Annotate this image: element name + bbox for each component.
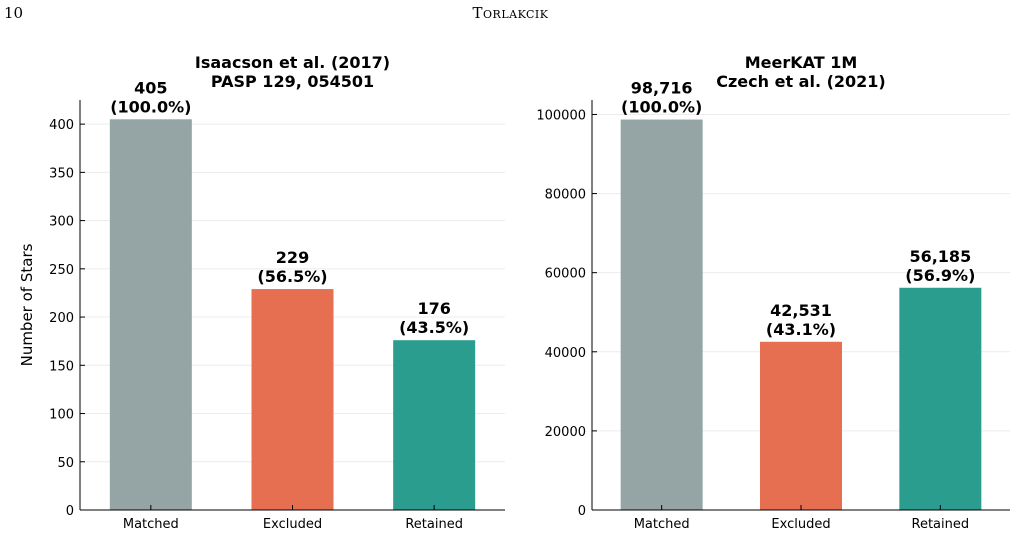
y-tick-label: 80000 xyxy=(545,188,586,203)
y-tick-label: 300 xyxy=(49,215,74,230)
page-number: 10 xyxy=(4,4,24,22)
chart-title: Isaacson et al. (2017) PASP 129, 054501 xyxy=(195,53,390,91)
y-tick-label: 100 xyxy=(49,408,74,423)
bar-matched xyxy=(620,119,703,510)
y-tick-label: 100000 xyxy=(536,108,586,123)
chart-panel-left: Isaacson et al. (2017) PASP 129, 054501 0 5… xyxy=(18,53,505,532)
bar-value-label-line: 98,716 xyxy=(631,79,693,98)
bar-value-label-line: (100.0%) xyxy=(621,98,702,117)
y-tick-label: 60000 xyxy=(545,267,586,282)
x-tick-label: Retained xyxy=(912,517,970,532)
y-tick-label: 40000 xyxy=(545,346,586,361)
y-tick-label: 0 xyxy=(578,504,586,519)
y-tick-label: 20000 xyxy=(545,425,586,440)
x-tick-label: Matched xyxy=(123,517,179,532)
bar-value-label-line: (43.1%) xyxy=(766,320,836,339)
bar-value-label-line: (56.9%) xyxy=(905,266,975,285)
bar-value-label-line: (43.5%) xyxy=(399,318,469,337)
bar-retained xyxy=(393,340,476,510)
bar-value-label: 98,716 (100.0%) xyxy=(621,79,702,117)
bar-value-label: 56,185 (56.9%) xyxy=(905,247,975,285)
bar-value-label: 229 (56.5%) xyxy=(257,248,327,286)
x-tick-label: Excluded xyxy=(771,517,830,532)
bar-value-label: 405 (100.0%) xyxy=(110,78,191,116)
bar-value-label: 176 (43.5%) xyxy=(399,299,469,337)
y-tick-label: 200 xyxy=(49,311,74,326)
bar-value-label-line: 176 xyxy=(417,299,450,318)
bar-excluded xyxy=(251,289,334,510)
chart-title-line: MeerKAT 1M xyxy=(745,53,858,72)
y-tick-label: 400 xyxy=(49,118,74,133)
chart-title-line: Isaacson et al. (2017) xyxy=(195,53,390,72)
chart-title-line: PASP 129, 054501 xyxy=(211,72,374,91)
chart-title: MeerKAT 1M Czech et al. (2021) xyxy=(716,53,886,91)
bar-value-label: 42,531 (43.1%) xyxy=(766,301,836,339)
y-tick-label: 0 xyxy=(66,504,74,519)
bar-value-label-line: (100.0%) xyxy=(110,97,191,116)
bar-value-label-line: (56.5%) xyxy=(257,267,327,286)
bar-value-label-line: 56,185 xyxy=(909,247,971,266)
bar-value-label-line: 42,531 xyxy=(770,301,832,320)
y-tick-label: 50 xyxy=(57,456,74,471)
running-head: Torlakcik xyxy=(472,4,549,22)
chart-panel-right: MeerKAT 1M Czech et al. (2021) 0 20000 40000… xyxy=(536,53,1010,532)
bar-value-label-line: 229 xyxy=(276,248,309,267)
bar-matched xyxy=(109,119,192,510)
x-tick-label: Excluded xyxy=(263,517,322,532)
x-tick-label: Matched xyxy=(634,517,690,532)
y-tick-label: 350 xyxy=(49,166,74,181)
y-tick-label: 250 xyxy=(49,263,74,278)
y-tick-label: 150 xyxy=(49,359,74,374)
x-tick-label: Retained xyxy=(405,517,463,532)
chart-title-line: Czech et al. (2021) xyxy=(716,72,886,91)
y-axis-label: Number of Stars xyxy=(18,243,36,366)
bar-retained xyxy=(899,287,982,510)
bar-excluded xyxy=(760,341,842,510)
bar-value-label-line: 405 xyxy=(134,78,167,97)
